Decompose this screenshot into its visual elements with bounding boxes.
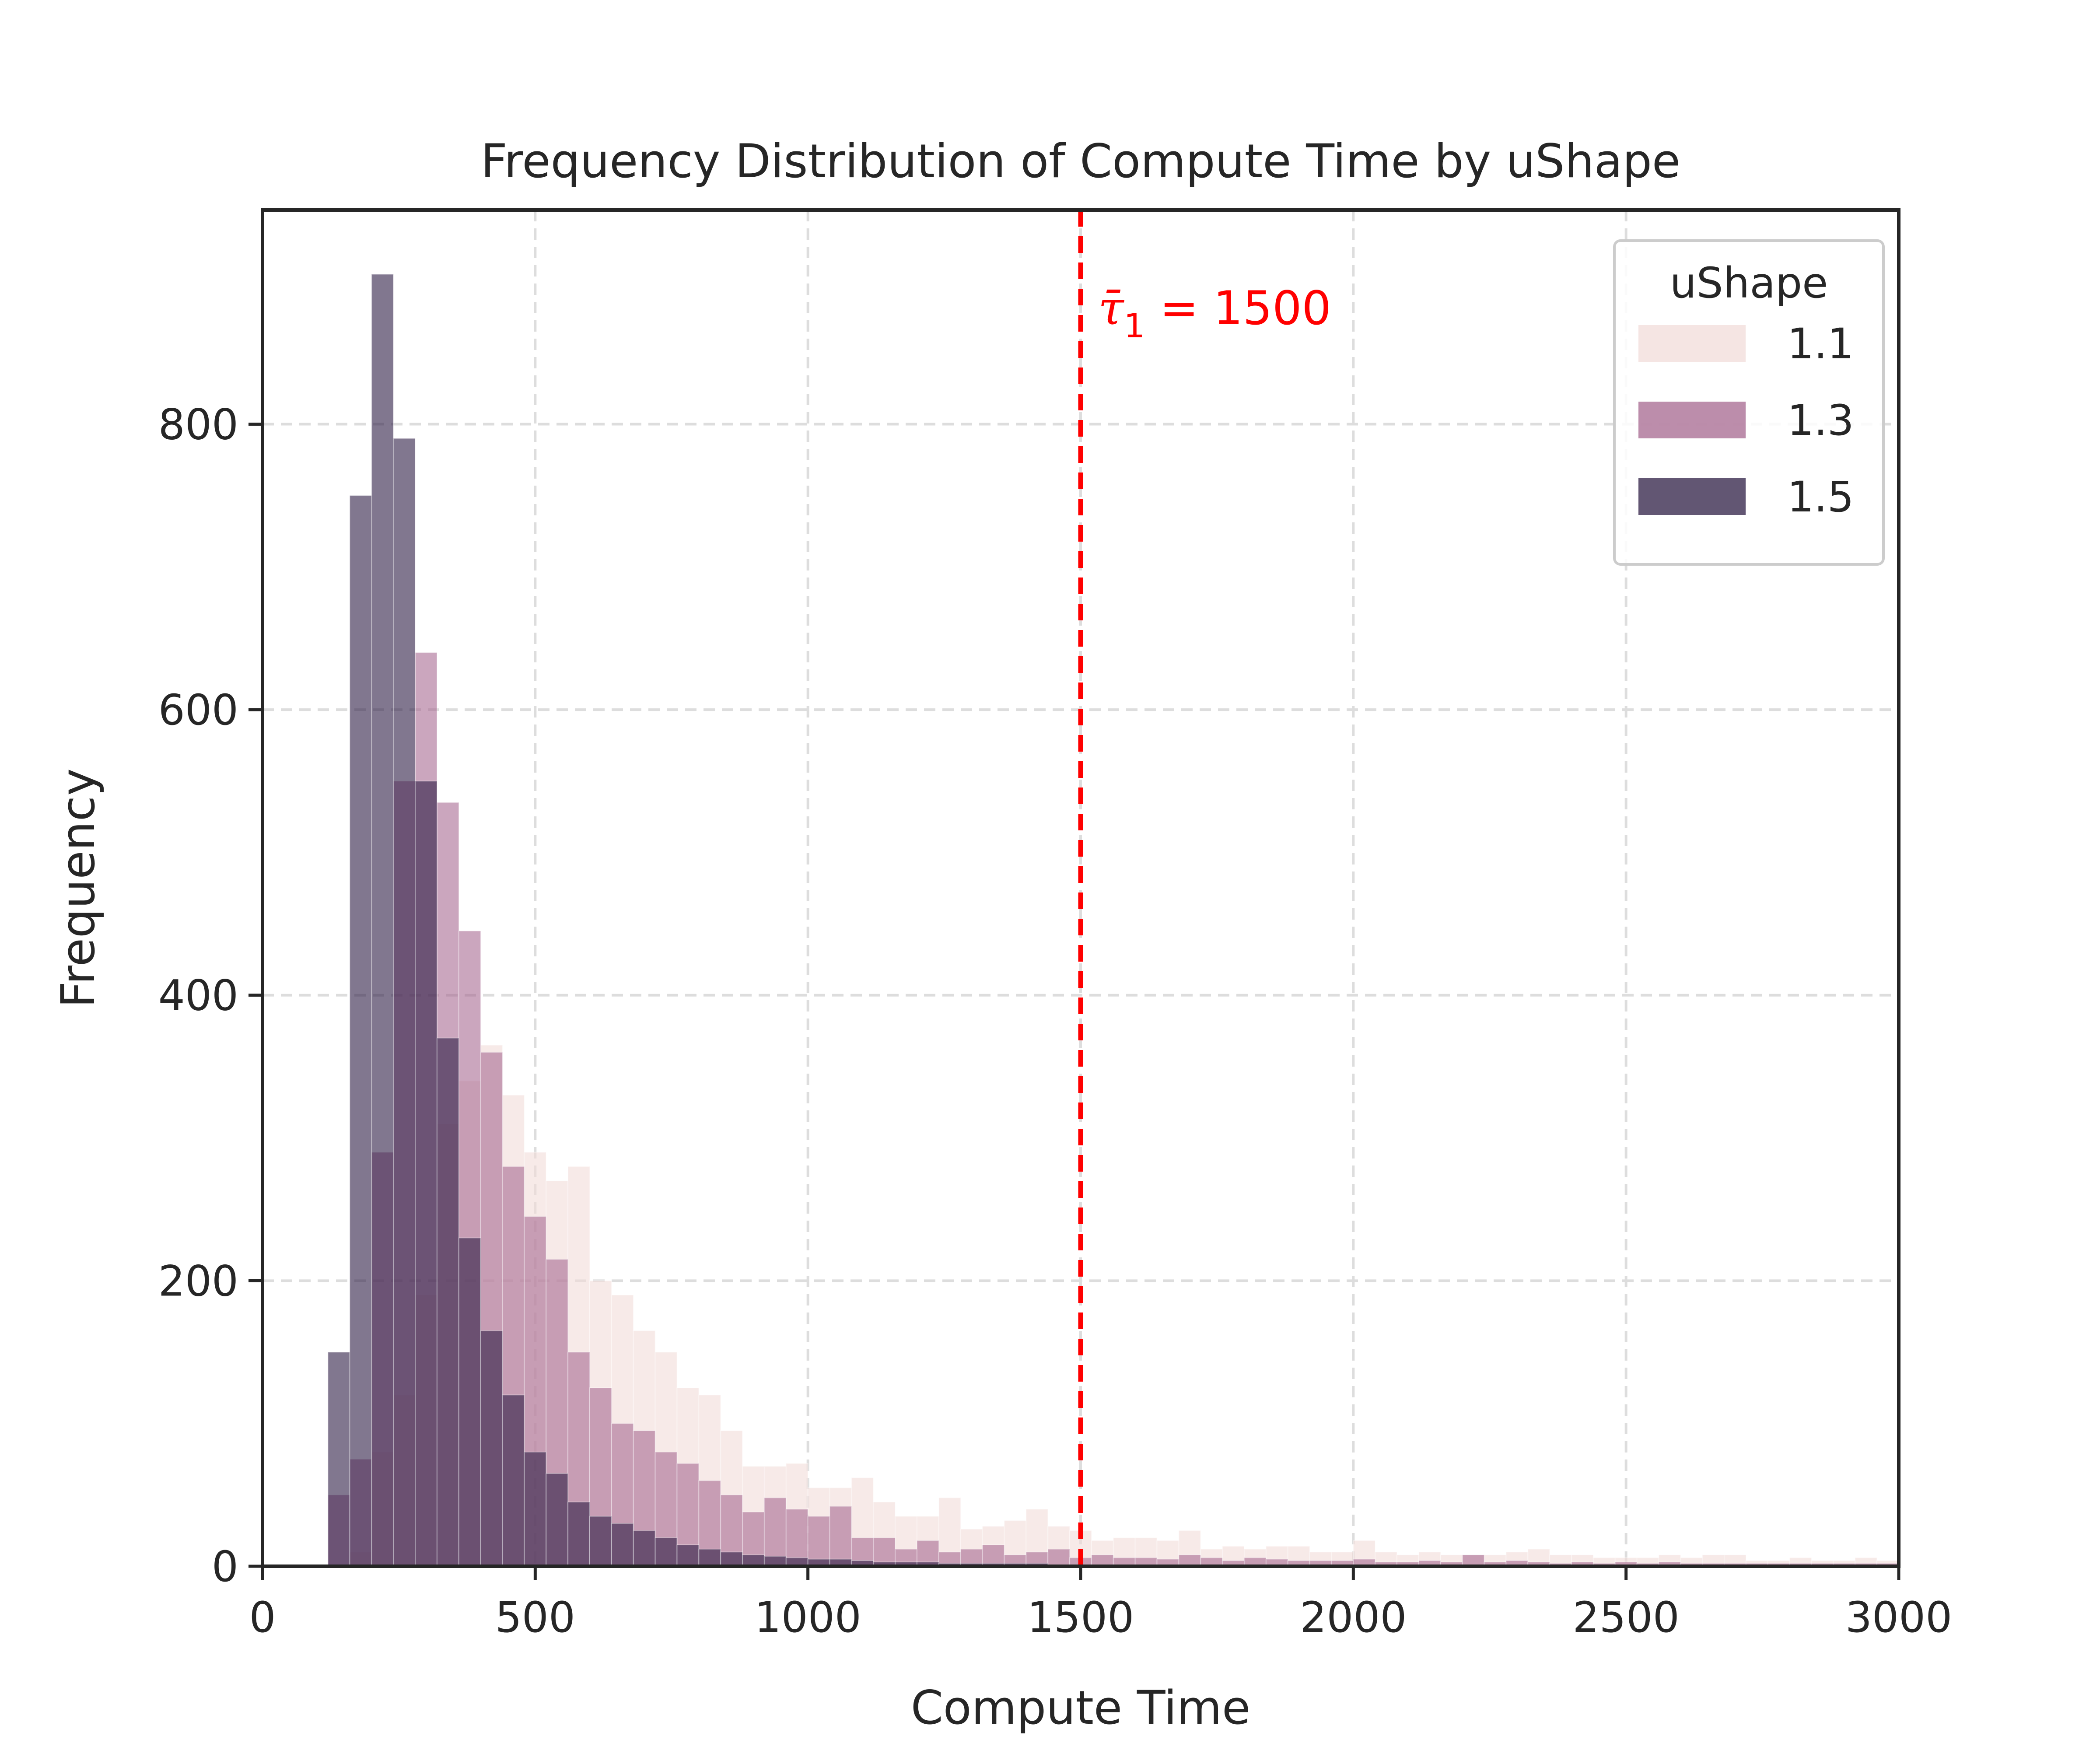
y-axis-label: Frequency [51, 768, 105, 1008]
y-tick-label: 0 [212, 1542, 238, 1591]
axis-ticks: 0 500 1000 1500 2000 2500 3000 0 200 400 600 800 [158, 400, 1952, 1642]
legend-item-1-3: 1.3 [1638, 396, 1854, 445]
histogram-bar [698, 1548, 721, 1567]
x-tick-label: 2500 [1573, 1593, 1680, 1642]
histogram-bar [567, 1502, 590, 1567]
histogram-bar [371, 273, 394, 1567]
y-tick-label: 600 [158, 686, 238, 735]
y-tick-label: 800 [158, 400, 238, 449]
histogram-bars [327, 273, 1899, 1567]
histogram-bar [1462, 1554, 1485, 1567]
histogram-bar [742, 1554, 765, 1567]
threshold-annotation: τ̄1 = 1500 [1098, 281, 1331, 345]
legend-items: 1.1 1.3 1.5 [1638, 319, 1854, 522]
series-1-5-bars [327, 273, 1201, 1567]
x-tick-label: 500 [495, 1593, 575, 1642]
histogram-bar [720, 1551, 743, 1567]
legend-swatch [1638, 402, 1746, 438]
x-axis-label: Compute Time [911, 1681, 1250, 1735]
legend-title: uShape [1670, 259, 1828, 308]
histogram-bar [458, 1237, 481, 1567]
legend-label: 1.1 [1787, 319, 1854, 368]
histogram-bar [480, 1330, 503, 1567]
histogram-bar [654, 1537, 678, 1567]
legend: uShape 1.1 1.3 1.5 [1613, 239, 1885, 566]
legend-swatch [1638, 478, 1746, 515]
x-tick-label: 1000 [755, 1593, 861, 1642]
histogram-bar [982, 1544, 1005, 1567]
x-tick-label: 0 [249, 1593, 276, 1642]
histogram-bar [676, 1544, 700, 1567]
histogram-bar [633, 1530, 656, 1567]
y-tick-label: 200 [158, 1256, 238, 1306]
legend-item-1-5: 1.5 [1638, 472, 1854, 522]
x-tick-label: 2000 [1300, 1593, 1407, 1642]
histogram-bar [524, 1451, 547, 1567]
histogram-bar [393, 438, 416, 1567]
histogram-bar [873, 1537, 896, 1567]
histogram-bar [415, 780, 438, 1567]
legend-label: 1.5 [1787, 472, 1854, 522]
histogram-bar [546, 1473, 569, 1567]
annotation-subscript: 1 [1124, 306, 1145, 345]
histogram-bar [327, 1351, 350, 1567]
y-tick-label: 400 [158, 971, 238, 1020]
histogram-bar [436, 1037, 459, 1567]
chart-title: Frequency Distribution of Compute Time b… [481, 134, 1680, 188]
histogram-bar [589, 1516, 612, 1567]
histogram-bar [763, 1497, 787, 1567]
histogram-bar [502, 1394, 525, 1567]
histogram-bar [611, 1523, 634, 1567]
x-tick-label: 1500 [1027, 1593, 1134, 1642]
histogram-bar [349, 495, 372, 1567]
histogram-bar [829, 1505, 852, 1567]
legend-item-1-1: 1.1 [1638, 319, 1854, 368]
annotation-symbol: τ̄ [1098, 281, 1125, 335]
x-tick-label: 3000 [1845, 1593, 1952, 1642]
legend-label: 1.3 [1787, 396, 1854, 445]
histogram-bar [1047, 1548, 1071, 1567]
legend-swatch [1638, 325, 1746, 362]
annotation-value: = 1500 [1145, 281, 1331, 335]
